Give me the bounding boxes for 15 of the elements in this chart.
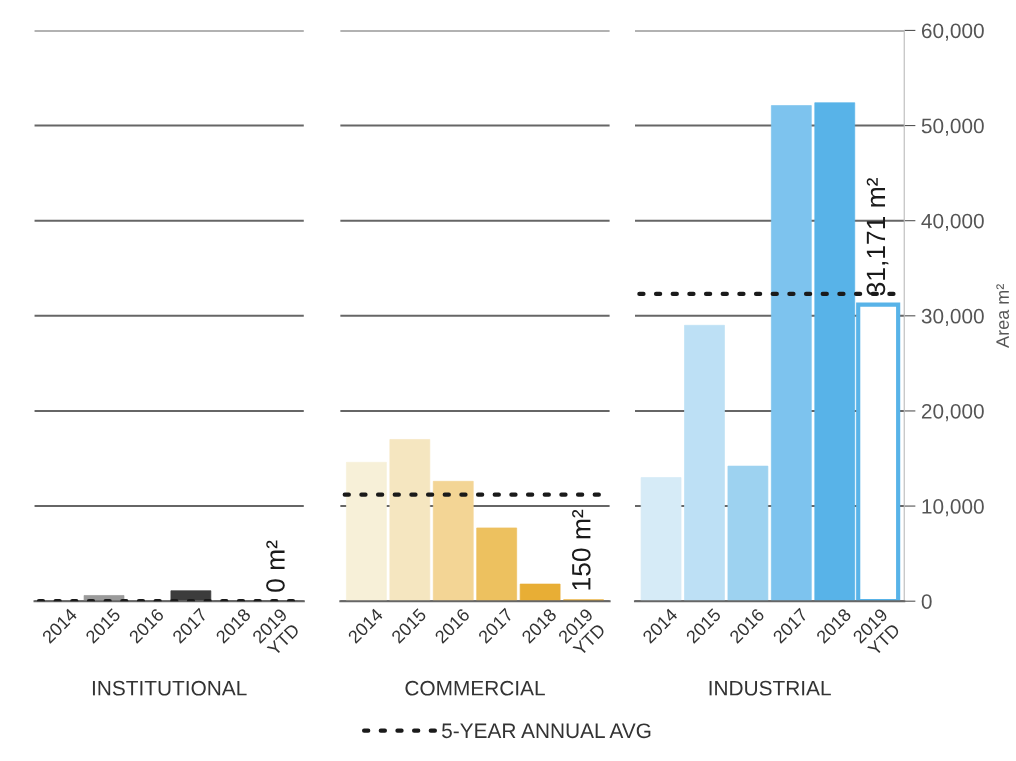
y-axis-title: Area m² [996,284,1009,348]
y-tick-label: 30,000 [921,308,984,327]
annotation: 150 m² [571,509,591,590]
y-tick-label: 20,000 [921,403,984,422]
annotation: 31,171 m² [866,178,889,296]
x-axis-title: INDUSTRIAL [709,680,831,696]
x-axis-title: COMMERCIAL [405,680,545,696]
y-tick-label: 50,000 [921,118,984,136]
annotation: 0 m² [266,540,285,592]
y-tick-label: 60,000 [921,23,984,41]
y-tick-label: 40,000 [921,213,984,231]
y-tick-label: 0 [921,594,932,609]
x-axis-title: INSTITUTIONAL [92,680,247,696]
y-tick-label: 10,000 [922,499,984,517]
legend-label: 5-YEAR ANNUAL AVG [442,723,651,739]
